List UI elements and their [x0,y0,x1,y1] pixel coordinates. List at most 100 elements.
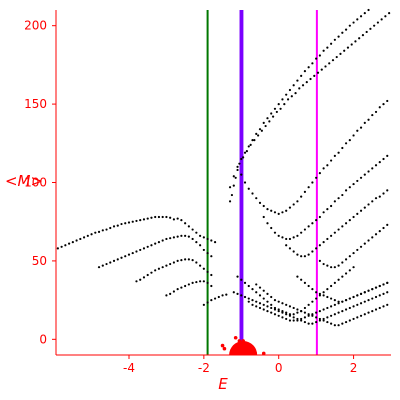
data-point [311,313,314,316]
data-point [253,139,256,142]
data-point [236,168,239,172]
data-point [330,305,333,308]
data-point [333,200,336,203]
data-point [234,176,237,179]
data-point [139,248,142,252]
data-point [341,225,344,228]
data-point [311,300,314,303]
data-point [251,299,254,302]
data-point [315,247,318,250]
data-point [318,54,321,57]
x-ticks: -4 -2 0 2 [123,355,357,375]
data-point [307,66,310,69]
data-point [258,306,262,310]
data-point [303,316,307,319]
data-point [333,313,336,316]
red-cluster-marker [229,340,258,355]
data-point [285,244,288,247]
data-point [233,335,238,340]
data-point [301,84,305,87]
data-point [322,294,325,297]
data-point [285,317,288,321]
data-point [262,289,265,292]
data-point [318,292,321,295]
data-point [330,266,333,269]
data-point [386,281,389,284]
data-point [187,225,190,228]
data-point [286,98,290,101]
data-point [326,295,329,299]
data-point [112,259,116,263]
data-point [275,110,278,114]
data-point [262,297,265,300]
data-point [311,322,314,325]
data-point [258,294,262,297]
data-point [359,209,363,212]
data-point [82,236,86,239]
data-point [378,294,381,297]
data-point [303,190,307,194]
data-point [356,179,359,183]
data-point [359,245,363,248]
data-point [341,193,344,197]
data-point [333,299,336,302]
data-point [300,195,303,198]
data-point [307,314,310,317]
data-point [322,308,325,311]
data-point [157,240,161,244]
data-point [344,320,348,324]
data-point [242,156,245,159]
data-point [264,124,267,128]
data-point [326,208,329,211]
data-point [341,146,344,150]
data-point [326,288,329,291]
data-point [257,134,260,137]
data-point [356,316,359,319]
data-point [281,98,284,101]
data-point [187,235,190,238]
data-point [311,250,314,253]
data-point [240,294,243,297]
data-point [337,324,340,327]
data-point [135,219,138,223]
data-point [352,134,355,137]
data-point [341,275,344,278]
data-point [180,259,183,262]
data-point [285,311,288,314]
data-point [341,300,344,303]
data-point [330,297,333,300]
data-point [300,319,303,322]
data-point [232,291,235,294]
data-point [288,314,292,317]
data-point [285,303,288,306]
data-point [109,226,112,230]
data-point [150,244,153,247]
data-point [318,244,321,247]
data-point [331,59,335,62]
data-point [292,316,295,319]
data-point [298,87,301,90]
data-point [337,264,340,267]
data-point [374,110,378,114]
data-point [330,322,333,325]
data-point [320,68,323,71]
data-point [378,106,381,109]
data-point [240,173,243,176]
data-point [300,309,303,313]
data-point [363,173,366,176]
data-point [374,308,378,311]
data-point [326,164,329,167]
data-point [206,270,209,273]
data-point [184,234,187,237]
data-point [285,209,288,212]
data-point [382,305,385,308]
data-point [371,309,374,313]
data-point [348,269,351,272]
data-point [344,28,348,31]
data-point [273,211,277,214]
data-point [172,218,176,221]
data-point [324,65,327,68]
data-point [311,314,314,317]
data-point [330,204,333,208]
data-point [240,278,243,281]
